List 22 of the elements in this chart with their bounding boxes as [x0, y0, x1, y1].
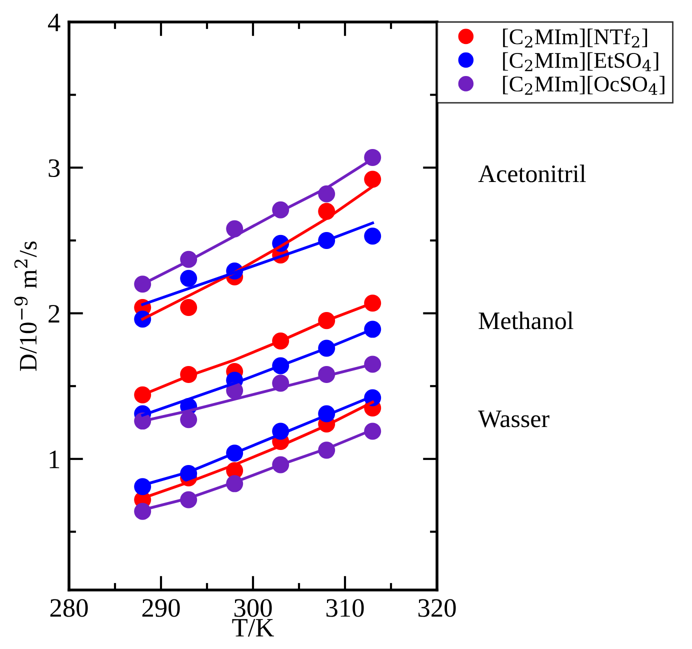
x-axis-title: T/K: [232, 619, 274, 637]
text: Wasser: [478, 410, 550, 428]
point: [180, 411, 198, 428]
x-tick-label: 310: [326, 599, 364, 617]
point: [364, 170, 382, 188]
point: [364, 228, 382, 245]
legend-label: [C$_{2}$MIm][EtSO$_{4}$]: [503, 52, 658, 72]
y-tick-label: 3: [48, 159, 60, 178]
point: [180, 298, 198, 316]
y-tick-label: 2: [48, 304, 60, 322]
x-tick-label: 290: [142, 599, 180, 617]
y-axis-title: D/10$^{−9}$ m$^{2}$/s: [14, 241, 37, 371]
legend-label: [C$_{2}$MIm][NTf$_{2}$]: [503, 28, 648, 48]
y-tick-label: 4: [48, 14, 60, 32]
x-tick-label: 320: [418, 599, 456, 617]
y-tick-label: 1: [50, 450, 60, 468]
point: [180, 270, 198, 287]
text: Acetonitril: [478, 164, 586, 182]
x-tick-label: 300: [234, 599, 272, 617]
legend-label: [C$_{2}$MIm][OcSO$_{4}$]: [503, 76, 664, 95]
text: Methanol: [478, 312, 574, 330]
x-tick-label: 280: [50, 599, 88, 617]
